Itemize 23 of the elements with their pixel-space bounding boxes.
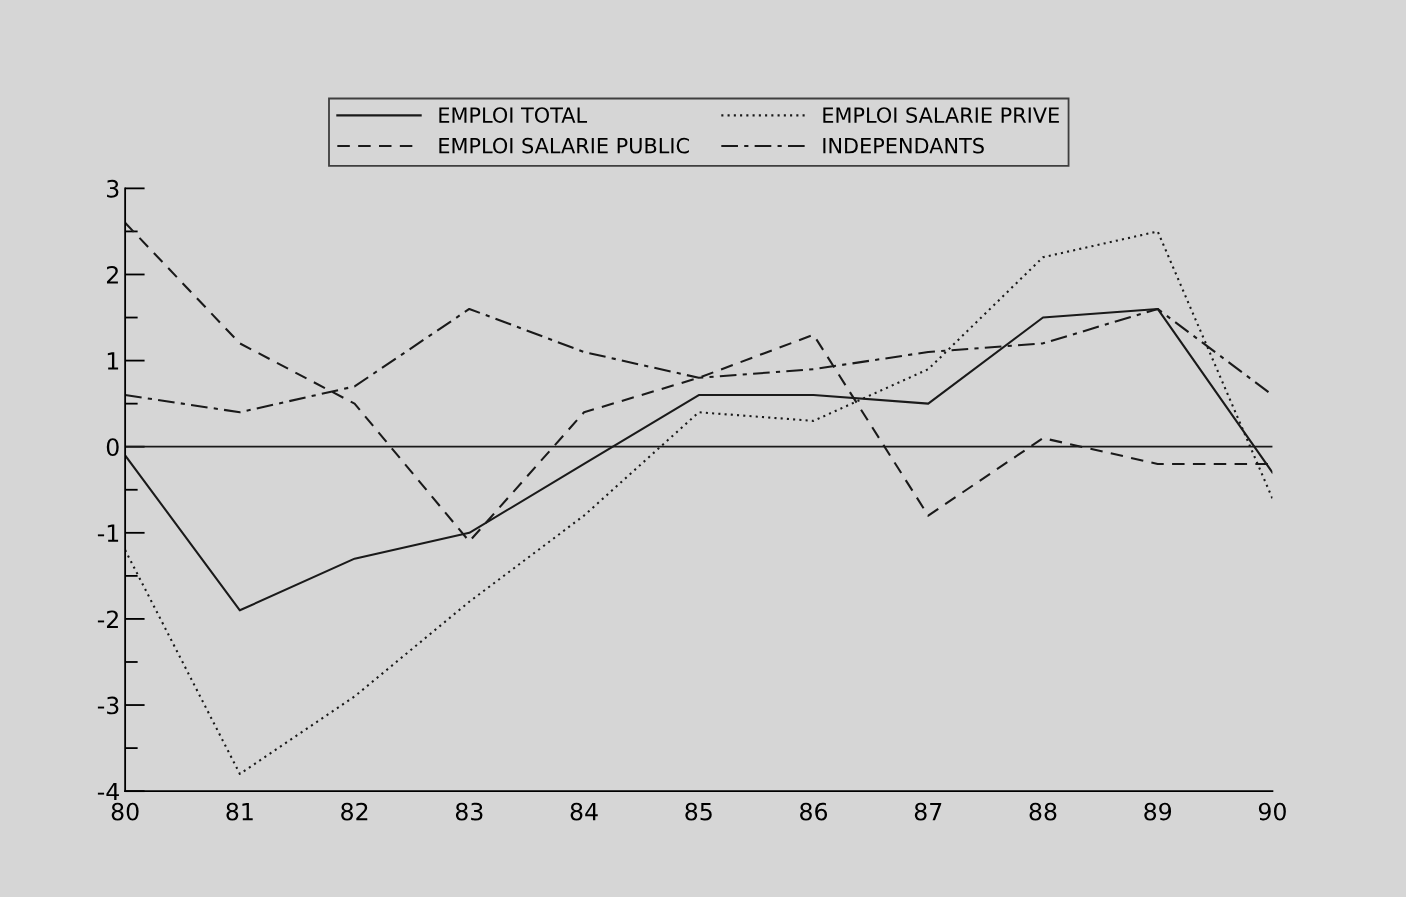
y-tick-label: -4 [97,782,119,801]
x-tick-label: 86 [800,802,828,821]
legend-label: EMPLOI TOTAL [439,107,588,123]
y-tick-label: -3 [97,696,119,715]
y-tick-label: 1 [107,352,119,370]
y-tick-label: 0 [106,438,119,457]
x-tick-label: 87 [914,802,942,821]
legend-label: EMPLOI SALARIE PRIVE [823,107,1059,123]
y-tick-label: -1 [97,524,119,542]
x-tick-label: 82 [341,802,368,821]
y-tick-label: 2 [106,265,118,284]
x-tick-label: 83 [455,802,483,821]
x-tick-label: 84 [570,802,598,821]
x-tick-label: 85 [685,802,712,821]
y-tick-label: -2 [97,610,118,628]
x-tick-label: 80 [111,802,139,821]
y-tick-label: 3 [107,179,119,198]
x-tick-label: 88 [1029,802,1057,821]
x-tick-label: 90 [1258,802,1286,821]
x-tick-label: 89 [1144,802,1172,821]
legend-label: INDEPENDANTS [823,137,984,154]
x-tick-label: 81 [226,802,253,821]
legend-label: EMPLOI SALARIE PUBLIC [439,137,689,154]
